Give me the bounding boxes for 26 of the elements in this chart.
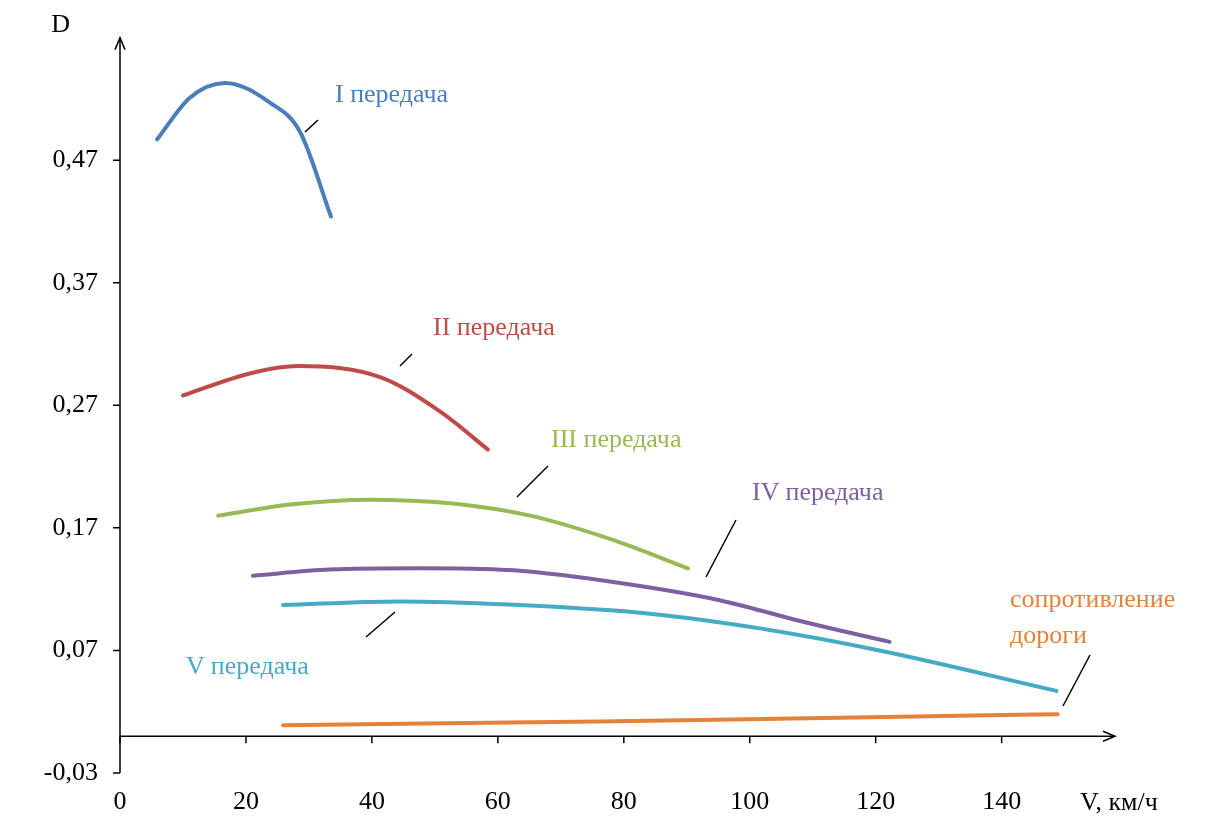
text: IV передача	[752, 476, 884, 506]
line-series	[216, 497, 691, 571]
x-tick-label: 80	[610, 786, 637, 816]
x-tick-label: 120	[856, 786, 896, 816]
text: II передача	[433, 311, 556, 341]
line-series	[250, 566, 892, 644]
text: сопротивление дороги	[1010, 583, 1176, 649]
y-tick-label: 0,47	[52, 143, 98, 173]
x-tick-label: 60	[484, 786, 511, 816]
y-tick-label: 0,17	[52, 511, 98, 541]
x-tick-label: 100	[730, 786, 770, 816]
x-tick-label: 0	[113, 786, 127, 816]
x-tick-label: 20	[232, 786, 259, 816]
y-tick-label: 0,37	[52, 266, 98, 296]
y-tick-label: -0,03	[43, 756, 98, 786]
series-label: I передача	[335, 78, 449, 108]
y-tick-label: 0,07	[52, 634, 98, 664]
text: III передача	[551, 423, 682, 453]
x-axis-title: V, км/ч	[1080, 786, 1158, 816]
y-tick-label: 0,27	[52, 389, 98, 419]
series-label: V передача	[186, 650, 310, 680]
x-tick-label: 140	[982, 786, 1022, 816]
line-series	[180, 364, 490, 452]
x-tick-label: 40	[358, 786, 385, 816]
y-axis-title: D	[51, 9, 70, 39]
line-series	[155, 80, 333, 219]
